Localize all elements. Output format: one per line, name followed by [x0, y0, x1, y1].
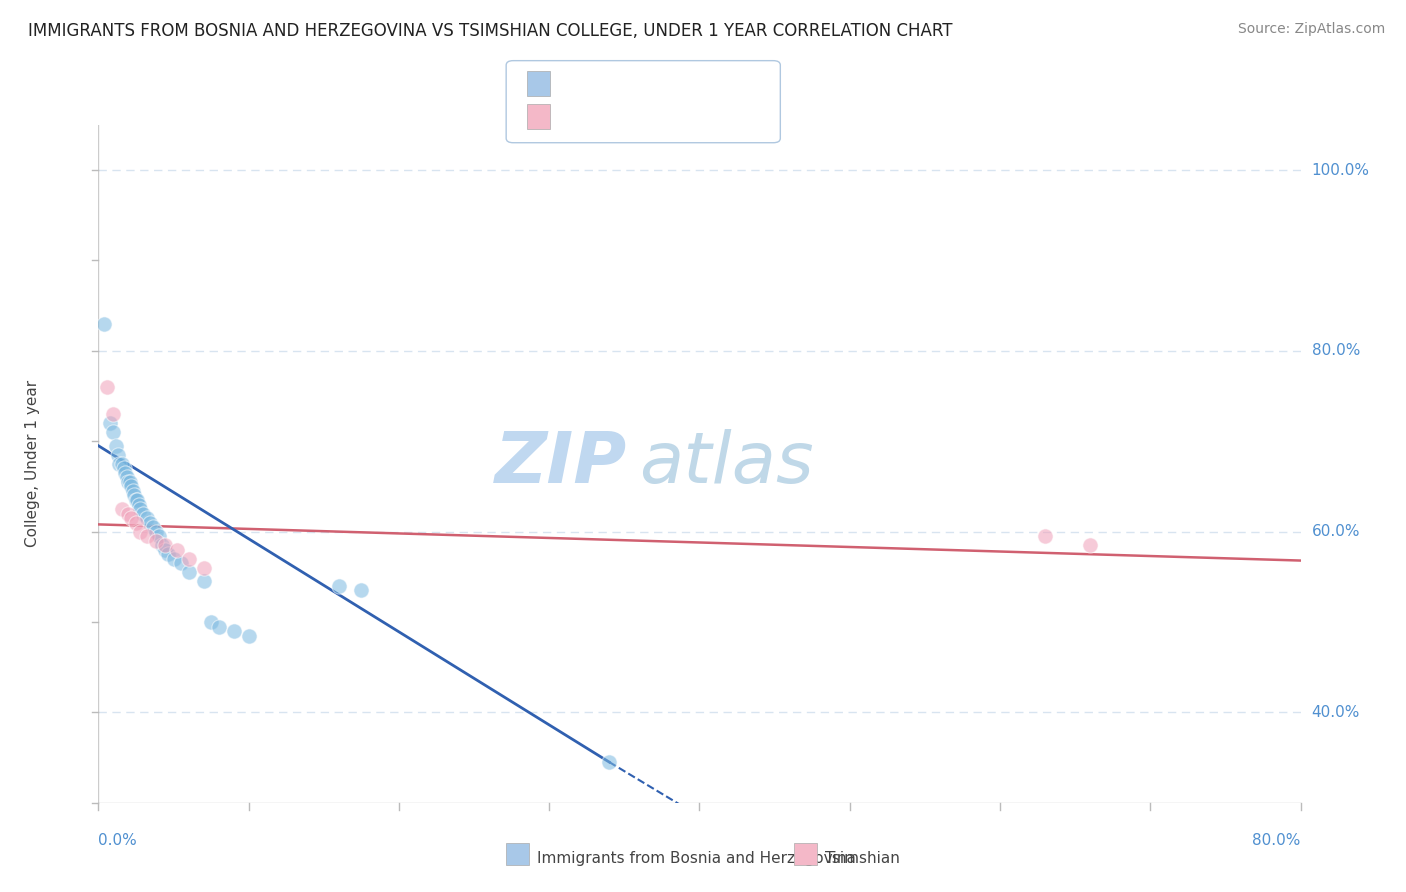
Point	[162, 551, 184, 566]
Point	[132, 507, 155, 521]
Point	[153, 538, 176, 552]
Text: R = -0.067   N = 15: R = -0.067 N = 15	[560, 109, 710, 124]
Text: 40.0%: 40.0%	[1312, 705, 1360, 720]
Point	[121, 479, 143, 493]
Point	[100, 416, 122, 430]
Point	[129, 524, 152, 539]
Point	[238, 629, 260, 643]
Point	[111, 502, 134, 516]
Point	[125, 516, 148, 530]
Point	[135, 511, 157, 525]
Point	[170, 556, 193, 570]
Point	[598, 755, 620, 769]
Point	[145, 524, 167, 539]
Text: 80.0%: 80.0%	[1312, 343, 1360, 359]
Point	[93, 317, 115, 331]
Point	[118, 475, 141, 489]
Point	[193, 561, 215, 575]
Point	[129, 502, 152, 516]
Point	[156, 547, 179, 561]
Point	[208, 619, 231, 633]
Text: IMMIGRANTS FROM BOSNIA AND HERZEGOVINA VS TSIMSHIAN COLLEGE, UNDER 1 YEAR CORREL: IMMIGRANTS FROM BOSNIA AND HERZEGOVINA V…	[28, 22, 953, 40]
Point	[200, 615, 222, 629]
Point	[177, 566, 200, 580]
Point	[103, 407, 125, 421]
Point	[153, 542, 176, 557]
Point	[1078, 538, 1101, 552]
Point	[117, 475, 139, 489]
Point	[117, 507, 139, 521]
Point	[115, 470, 138, 484]
Point	[145, 533, 167, 548]
Point	[138, 516, 160, 530]
Text: College, Under 1 year: College, Under 1 year	[25, 380, 39, 548]
Point	[222, 624, 245, 638]
Text: R = -0.669   N = 39: R = -0.669 N = 39	[560, 76, 710, 91]
Point	[150, 538, 173, 552]
Point	[141, 520, 163, 534]
Text: 100.0%: 100.0%	[1312, 162, 1369, 178]
Point	[350, 583, 373, 598]
Text: ZIP: ZIP	[495, 429, 627, 499]
Point	[166, 542, 188, 557]
Point	[177, 551, 200, 566]
Text: 80.0%: 80.0%	[1253, 833, 1301, 848]
Point	[328, 579, 350, 593]
Text: 60.0%: 60.0%	[1312, 524, 1360, 539]
Point	[148, 529, 170, 543]
Point	[124, 488, 146, 502]
Point	[121, 511, 143, 525]
Text: Source: ZipAtlas.com: Source: ZipAtlas.com	[1237, 22, 1385, 37]
Point	[193, 574, 215, 589]
Text: Tsimshian: Tsimshian	[825, 851, 900, 866]
Point	[135, 529, 157, 543]
Text: atlas: atlas	[640, 429, 814, 499]
Point	[112, 461, 135, 475]
Point	[128, 498, 150, 512]
Point	[127, 493, 149, 508]
Text: 0.0%: 0.0%	[98, 833, 138, 848]
Point	[125, 493, 148, 508]
Point	[111, 457, 134, 471]
Point	[108, 457, 131, 471]
Point	[96, 380, 118, 394]
Point	[103, 425, 125, 440]
Point	[105, 439, 128, 453]
Point	[122, 483, 145, 498]
Text: Immigrants from Bosnia and Herzegovina: Immigrants from Bosnia and Herzegovina	[537, 851, 856, 866]
Point	[114, 466, 136, 480]
Point	[107, 448, 129, 462]
Point	[1033, 529, 1056, 543]
